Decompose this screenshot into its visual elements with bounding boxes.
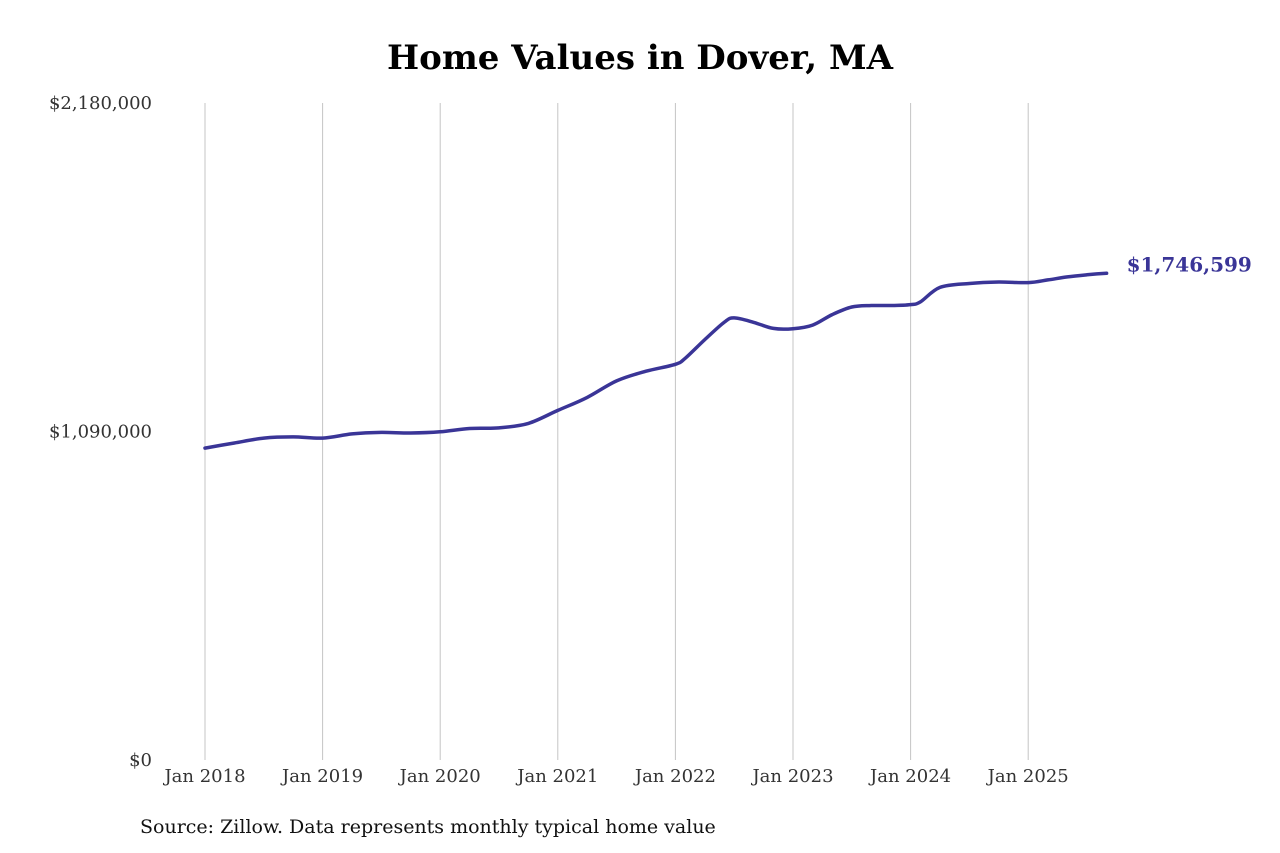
gridlines	[204, 103, 1029, 760]
x-tick-label: Jan 2022	[633, 766, 716, 787]
home-value-line	[203, 271, 1109, 450]
source-note: Source: Zillow. Data represents monthly …	[140, 816, 716, 838]
x-tick-label: Jan 2020	[398, 766, 481, 787]
y-axis-ticks: $0 $1,090,000 $2,180,000	[49, 93, 152, 771]
y-tick-label: $1,090,000	[49, 422, 152, 443]
x-tick-label: Jan 2023	[750, 766, 833, 787]
x-tick-label: Jan 2025	[986, 766, 1069, 787]
y-tick-label: $2,180,000	[49, 93, 152, 114]
x-tick-label: Jan 2019	[280, 766, 363, 787]
latest-value-label: $1,746,599	[1127, 252, 1252, 276]
x-tick-label: Jan 2021	[515, 766, 598, 787]
y-tick-label: $0	[129, 750, 152, 771]
chart-title: Home Values in Dover, MA	[387, 38, 893, 78]
x-tick-label: Jan 2024	[868, 766, 951, 787]
x-tick-label: Jan 2018	[162, 766, 245, 787]
x-axis-ticks: Jan 2018 Jan 2019 Jan 2020 Jan 2021 Jan 2022…	[162, 766, 1068, 787]
